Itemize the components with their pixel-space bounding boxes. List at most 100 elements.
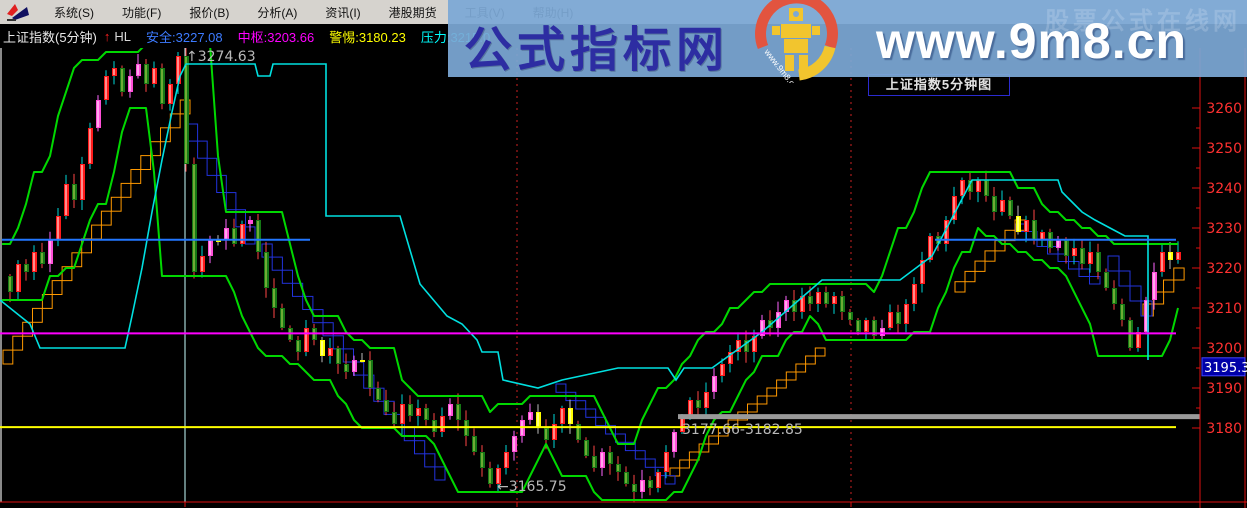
blue-step-ladder — [1057, 253, 1069, 262]
watermark-banner: 股票公式在线网 公式指标网 www.9m8.cn www.9m8.cn — [448, 0, 1247, 83]
blue-step-ladder — [187, 123, 199, 142]
blue-step-ladder — [1089, 276, 1101, 285]
axis-label: 3190 — [1206, 381, 1242, 397]
blue-step-ladder — [424, 453, 436, 468]
candle-body — [248, 220, 253, 224]
blue-step-ladder — [225, 192, 237, 211]
orange-step-ladder — [41, 294, 53, 309]
menu-item-system[interactable]: 系统(S) — [54, 5, 94, 20]
blue-step-ladder — [624, 441, 636, 452]
candlestick-chart[interactable]: ↑3274.63 3177.66-3182.85 ←3165.75 3260 3250 3… — [0, 48, 1247, 508]
menu-item-analysis[interactable]: 分析(A) — [257, 5, 298, 20]
blue-step-ladder — [281, 269, 293, 284]
orange-step-ladder — [61, 266, 73, 282]
app-logo-icon — [7, 4, 29, 21]
blue-step-ladder — [575, 400, 587, 410]
blue-step-ladder — [644, 458, 656, 468]
blue-step-ladder — [434, 466, 446, 481]
menu-item-quote[interactable]: 报价(B) — [189, 5, 230, 20]
candle-body — [216, 240, 221, 242]
watermark-ghost-text: 股票公式在线网 — [1045, 8, 1241, 35]
blue-step-ladder — [322, 322, 334, 337]
blue-step-ladder — [197, 140, 208, 159]
blue-step-ladder — [342, 348, 354, 363]
trend-label: HL — [114, 28, 132, 44]
chart-title: 上证指数5分钟图 — [868, 74, 1010, 96]
annotation-range-label: 3177.66-3182.85 — [682, 422, 803, 438]
orange-step-ladder — [130, 169, 142, 184]
orange-step-ladder — [110, 196, 122, 212]
orange-step-ladder — [669, 467, 681, 477]
orange-step-ladder — [12, 335, 24, 351]
orange-step-ladder — [954, 281, 966, 293]
blue-step-ladder — [1078, 268, 1090, 277]
blue-step-ladder — [206, 157, 218, 176]
blue-step-ladder — [271, 256, 283, 271]
blue-step-ladder — [595, 416, 607, 427]
orange-step-ladder — [805, 355, 816, 365]
blue-step-ladder — [634, 450, 646, 460]
orange-step-ladder — [964, 270, 976, 283]
orange-step-ladder — [756, 395, 768, 405]
orange-step-ladder — [708, 435, 719, 445]
axis-label: 3230 — [1206, 221, 1242, 237]
orange-step-ladder — [747, 403, 758, 413]
orange-step-ladder — [140, 155, 152, 170]
axis-label: 3250 — [1206, 141, 1242, 157]
orange-step-ladder — [984, 250, 996, 262]
axis-label: 3210 — [1206, 301, 1242, 317]
blue-step-ladder — [664, 475, 676, 485]
orange-step-ladder — [32, 307, 43, 323]
blue-step-ladder — [1107, 255, 1120, 272]
menu-item-function[interactable]: 功能(F) — [122, 5, 162, 20]
current-price-tag-text: 3195.3 — [1204, 361, 1247, 376]
axis-label: 3200 — [1206, 341, 1242, 357]
blue-step-ladder — [555, 383, 567, 393]
annotation-high-label: ↑3274.63 — [186, 49, 256, 65]
orange-step-ladder — [785, 371, 797, 381]
candle-body — [360, 360, 365, 362]
orange-step-ladder — [1163, 279, 1175, 293]
blue-step-ladder — [403, 427, 415, 442]
status-field-safe: 安全:3227.08 — [146, 29, 223, 45]
blue-step-ladder — [605, 425, 616, 435]
watermark-brand-text: 公式指标网 — [464, 24, 730, 77]
symbol-period-label: 上证指数(5分钟) — [3, 29, 97, 45]
blue-step-ladder — [1118, 270, 1131, 287]
orange-step-ladder — [679, 459, 690, 469]
blue-step-ladder — [302, 295, 314, 310]
orange-step-ladder — [974, 260, 986, 272]
orange-step-ladder — [1173, 267, 1185, 281]
watermark-url-text: www.9m8.cn — [876, 13, 1188, 69]
blue-step-ladder — [414, 440, 426, 455]
status-field-pivot: 中枢:3203.66 — [237, 29, 315, 45]
orange-step-ladder — [71, 252, 83, 268]
blue-step-ladder — [585, 408, 597, 418]
menu-item-hk-futures[interactable]: 港股期货 — [388, 5, 437, 20]
axis-label: 3220 — [1206, 261, 1242, 277]
cyan-resistance-line — [0, 63, 1149, 389]
status-field-alert: 警惕:3180.23 — [329, 29, 406, 45]
blue-step-ladder — [1129, 285, 1142, 302]
axis-label: 3180 — [1206, 421, 1242, 437]
current-price-tag — [1201, 357, 1246, 377]
orange-step-ladder — [795, 363, 807, 373]
orange-step-ladder — [100, 210, 112, 226]
axis-label: 3240 — [1206, 181, 1242, 197]
axis-label: 3260 — [1206, 101, 1242, 117]
channel-lower-line — [2, 107, 1179, 501]
trend-up-arrow-icon: ↑ — [103, 28, 111, 44]
orange-step-ladder — [51, 280, 63, 296]
orange-step-ladder — [776, 379, 787, 389]
window-left-border — [0, 48, 2, 502]
menu-item-info[interactable]: 资讯(I) — [325, 5, 361, 20]
channel-upper-line — [2, 48, 1178, 445]
orange-step-ladder — [120, 182, 132, 198]
orange-step-ladder — [766, 387, 778, 397]
watermark-logo-icon: www.9m8.cn — [755, 0, 838, 83]
orange-step-ladder — [814, 347, 826, 357]
orange-step-ladder — [91, 224, 102, 240]
annotation-low-label: ←3165.75 — [497, 479, 567, 495]
orange-step-ladder — [2, 349, 14, 365]
